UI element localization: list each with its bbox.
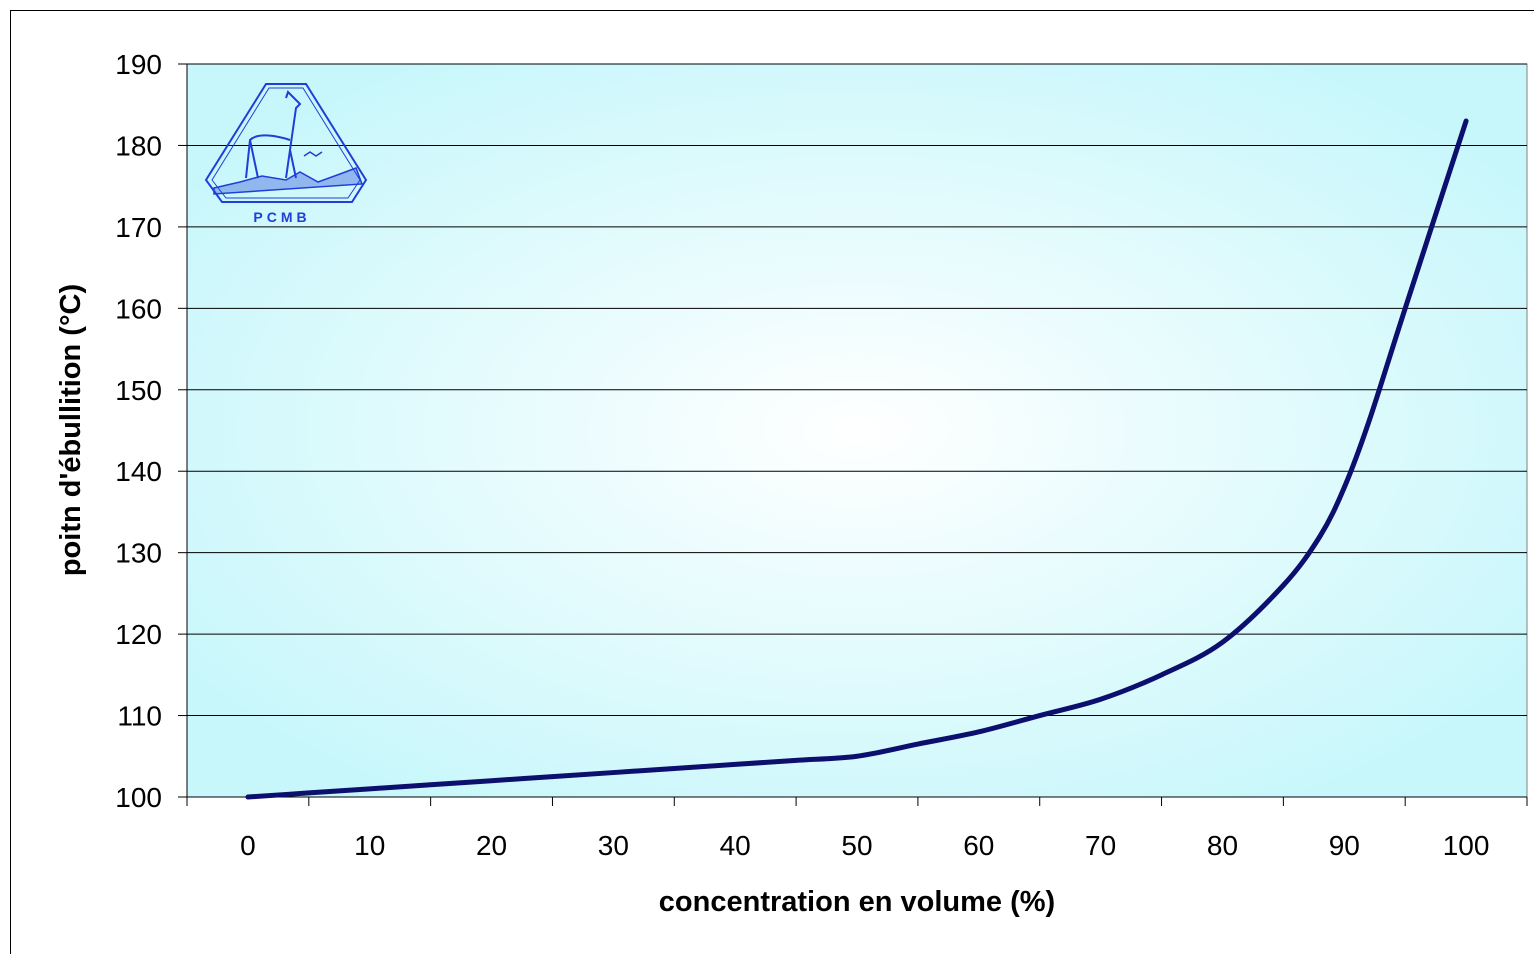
y-tick-label: 190 bbox=[115, 49, 162, 80]
x-tick-label: 30 bbox=[598, 830, 629, 861]
logo-inner-frame bbox=[211, 87, 361, 199]
y-tick-label: 140 bbox=[115, 456, 162, 487]
series-layer bbox=[245, 118, 1469, 800]
y-tick-label: 180 bbox=[115, 130, 162, 161]
x-tick-label: 80 bbox=[1207, 830, 1238, 861]
x-tick-label: 100 bbox=[1443, 830, 1490, 861]
x-tick-label: 40 bbox=[720, 830, 751, 861]
plot-area bbox=[186, 63, 1528, 798]
x-tick-label: 90 bbox=[1329, 830, 1360, 861]
y-tick-label: 130 bbox=[115, 538, 162, 569]
y-axis-label: poitn d'ébullition (°C) bbox=[55, 284, 87, 576]
pcmb-logo: PCMB bbox=[204, 83, 368, 225]
vicuna-icon bbox=[245, 90, 302, 179]
y-axis-ticks: 100 110 120 130 140 150 160 170 180 190 bbox=[115, 49, 187, 813]
bird-icon bbox=[303, 151, 323, 157]
x-tick-label: 50 bbox=[841, 830, 872, 861]
gridlines bbox=[187, 63, 1527, 717]
x-tick-label: 10 bbox=[354, 830, 385, 861]
landscape-icon bbox=[213, 167, 364, 195]
x-axis-label: concentration en volume (%) bbox=[659, 886, 1055, 918]
chart-frame bbox=[10, 10, 1534, 954]
x-tick-label: 20 bbox=[476, 830, 507, 861]
x-axis-ticks: 0 10 20 30 40 50 60 70 80 90 100 bbox=[186, 797, 1528, 861]
y-tick-label: 170 bbox=[115, 212, 162, 243]
y-tick-label: 160 bbox=[115, 293, 162, 324]
x-tick-label: 60 bbox=[963, 830, 994, 861]
x-tick-label: 70 bbox=[1085, 830, 1116, 861]
y-tick-label: 120 bbox=[115, 619, 162, 650]
y-tick-label: 150 bbox=[115, 375, 162, 406]
logo-frame-shape bbox=[204, 83, 368, 203]
y-tick-label: 100 bbox=[115, 782, 162, 813]
y-tick-label: 110 bbox=[117, 701, 162, 732]
series-line-0 bbox=[245, 118, 1469, 800]
x-tick-label: 0 bbox=[240, 830, 256, 861]
logo-text: PCMB bbox=[253, 209, 310, 225]
